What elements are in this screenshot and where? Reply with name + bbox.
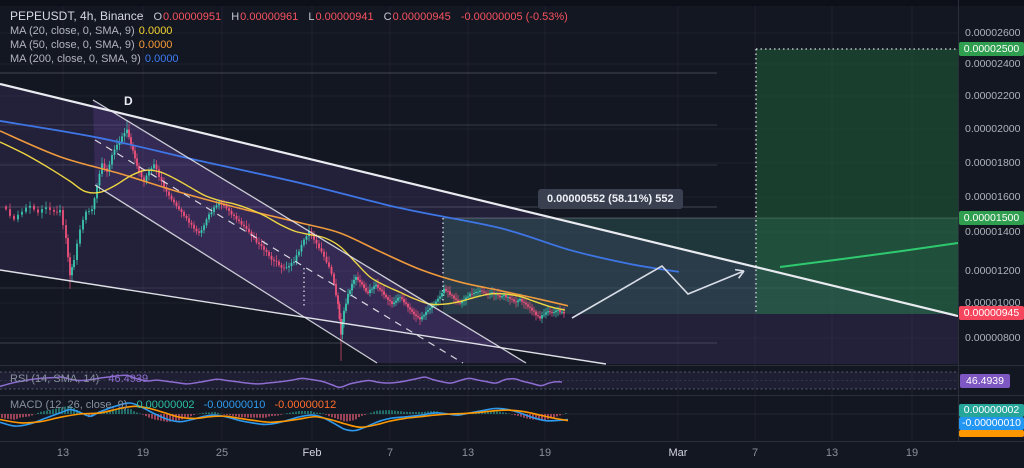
ma20-legend[interactable]: MA (20, close, 0, SMA, 9) 0.0000: [10, 25, 172, 37]
ma50-label: MA (50, close, 0, SMA, 9): [10, 39, 135, 51]
price-tick-label: 0.00002600: [965, 27, 1021, 39]
price-tick-label: 0.00001400: [965, 226, 1021, 238]
low-label: L: [308, 11, 315, 23]
price-badge: 0.00002500: [959, 42, 1024, 56]
ma200-legend[interactable]: MA (200, close, 0, SMA, 9) 0.0000: [10, 53, 179, 65]
measure-tool-label[interactable]: 0.00000552 (58.11%) 552: [538, 189, 683, 209]
macd-hist-value: 0.00000002: [136, 399, 195, 411]
price-tick-label: 0.00002000: [965, 123, 1021, 135]
rsi-legend[interactable]: RSI (14, SMA, 14) 46.4939: [10, 373, 148, 385]
time-axis-label: 19: [538, 447, 552, 459]
symbol-title[interactable]: PEPEUSDT, 4h, Binance: [10, 9, 144, 23]
rsi-label: RSI (14, SMA, 14): [10, 373, 100, 385]
high-label: H: [231, 11, 240, 23]
ma20-value: 0.0000: [138, 25, 173, 37]
ma200-label: MA (200, close, 0, SMA, 9): [10, 53, 141, 65]
open-value: 0.00000951: [163, 11, 222, 23]
time-axis-label: Feb: [302, 447, 322, 459]
price-tick-label: 0.00000800: [965, 332, 1021, 344]
time-axis-label: 19: [136, 447, 150, 459]
rsi-value: 46.4939: [108, 373, 149, 385]
price-tick-label: 0.00002200: [965, 90, 1021, 102]
close-label: C: [383, 11, 392, 23]
change-value: -0.00000005 (-0.53%): [460, 11, 568, 23]
price-tick-label: 0.00002400: [965, 58, 1021, 70]
time-axis-label: 13: [461, 447, 475, 459]
time-axis-label: 13: [56, 447, 70, 459]
price-badge: 0.00000945: [959, 306, 1024, 320]
macd-label: MACD (12, 26, close, 9): [10, 399, 128, 411]
price-tick-label: 0.00001200: [965, 265, 1021, 277]
price-tick-label: 0.00001800: [965, 157, 1021, 169]
symbol-info-bar: PEPEUSDT, 4h, Binance O0.00000951 H0.000…: [10, 9, 568, 23]
ma50-value: 0.0000: [138, 39, 173, 51]
price-badge: 46.4939: [960, 374, 1010, 388]
close-value: 0.00000945: [392, 11, 451, 23]
macd-signal-value: -0.00000012: [274, 399, 337, 411]
time-axis-label: 25: [215, 447, 229, 459]
low-value: 0.00000941: [315, 11, 374, 23]
ma20-label: MA (20, close, 0, SMA, 9): [10, 25, 135, 37]
time-axis-label: Mar: [668, 447, 688, 459]
price-badge: 0.00000002: [959, 404, 1024, 417]
point-d-label: D: [124, 94, 133, 108]
time-axis-label: 19: [905, 447, 919, 459]
ma50-legend[interactable]: MA (50, close, 0, SMA, 9) 0.0000: [10, 39, 172, 51]
time-axis-label: 13: [825, 447, 839, 459]
macd-line-value: -0.00000010: [203, 399, 266, 411]
macd-legend[interactable]: MACD (12, 26, close, 9) 0.00000002 -0.00…: [10, 399, 336, 411]
price-badge: 0.00001500: [959, 211, 1024, 225]
price-badge: -0.00000010: [959, 417, 1024, 430]
open-label: O: [153, 11, 163, 23]
price-tick-label: 0.00001600: [965, 191, 1021, 203]
time-axis-label: 7: [751, 447, 759, 459]
signal-badge-strip: [959, 430, 1024, 437]
high-value: 0.00000961: [240, 11, 299, 23]
time-axis-label: 7: [386, 447, 394, 459]
ma200-value: 0.0000: [144, 53, 179, 65]
